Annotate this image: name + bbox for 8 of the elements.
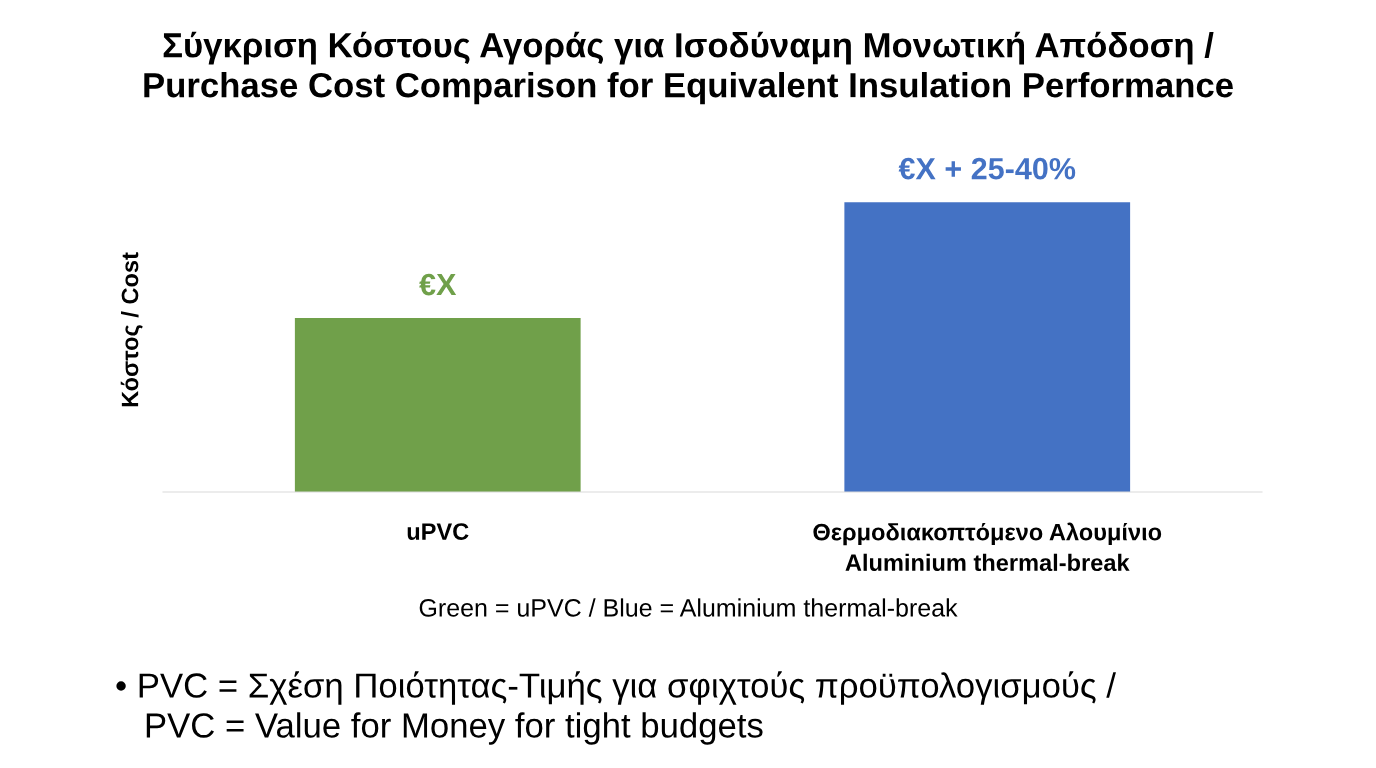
x-tick-label: Θερμοδιακοπτόμενο Αλουμίνιο Aluminium thermal-break	[813, 522, 1162, 572]
text: • PVC = Σχέση Ποιότητας-Τιμής για σφιχτούς προϋπολογισμούς / PVC = Value for Money for tight budgets	[116, 671, 1116, 745]
annotation: €X + 25-40%	[898, 157, 1076, 180]
text: Green = uPVC / Blue = Aluminium thermal-break	[419, 598, 958, 617]
x-tick-label: uPVC	[407, 523, 469, 540]
annotation: €X	[419, 273, 457, 296]
chart-title: Σύγκριση Κόστους Αγοράς για Ισοδύναμη Μονωτική Απόδοση / Purchase Cost Comparison for Equivalent Insulation Performance	[144, 31, 1233, 105]
y-axis-title: Κόστος / Cost	[120, 252, 143, 407]
